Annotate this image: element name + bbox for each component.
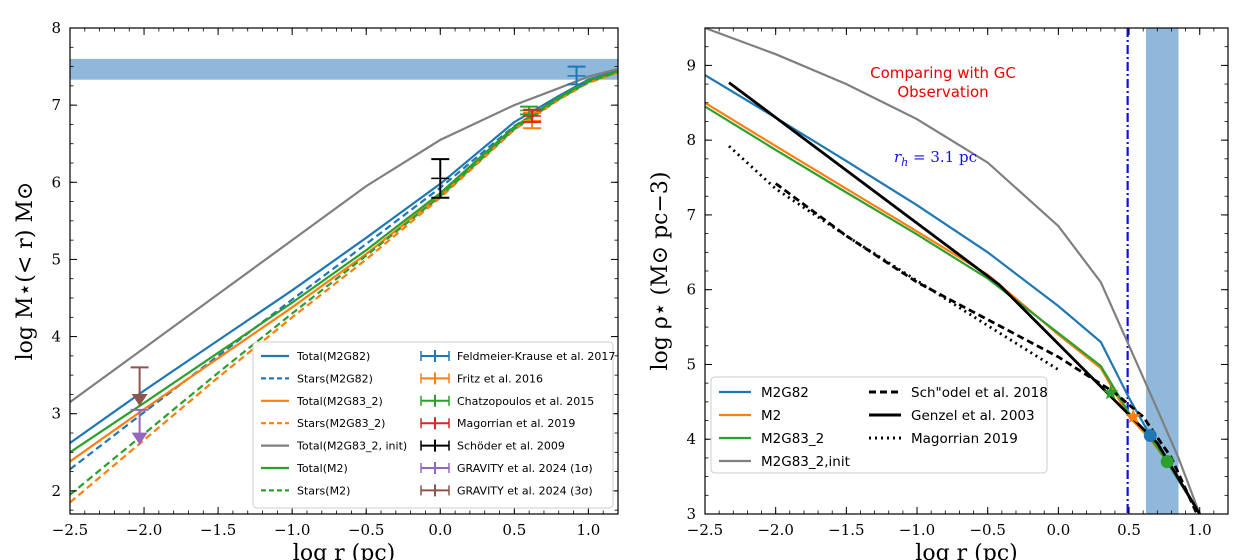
x-tick-label: 0.5 bbox=[1117, 521, 1141, 539]
series-line-5 bbox=[70, 67, 618, 403]
x-tick-label: −2.5 bbox=[687, 521, 723, 539]
legend-entry: Magorrian 2019 bbox=[911, 431, 1018, 447]
legend-entry: Sch"odel et al. 2018 bbox=[911, 385, 1048, 401]
rh-value: = 3.1 pc bbox=[908, 148, 977, 166]
y-tick-label: 7 bbox=[686, 206, 696, 224]
y-tick-label: 4 bbox=[686, 430, 696, 448]
legend-entry: Genzel et al. 2003 bbox=[911, 408, 1035, 424]
series-line-6 bbox=[70, 70, 618, 454]
panel-1: −2.5 −2.0 −1.5 −1.0 −0.5 0.0 0.5 1.0 2 3 4 5 6 7 8 log … bbox=[13, 19, 619, 560]
legend-entry: Total(M2G83_2, init) bbox=[296, 440, 407, 453]
y-tick-label: 8 bbox=[686, 131, 696, 149]
legend-entry: Total(M2) bbox=[296, 462, 348, 475]
x-tick-label: 1.0 bbox=[1188, 521, 1212, 539]
y-tick-label: 3 bbox=[686, 505, 696, 523]
y-tick-label: 4 bbox=[51, 328, 61, 346]
panel-2: −2.5 −2.0 −1.5 −1.0 −0.5 0.0 0.5 1.0 3 4 5 6 7 8 9 log … bbox=[648, 27, 1229, 560]
x-tick-label: −1.0 bbox=[899, 521, 935, 539]
x-tick-label: −1.5 bbox=[828, 521, 864, 539]
legend-entry: Stars(M2) bbox=[297, 484, 350, 497]
legend-entry: GRAVITY et al. 2024 (1σ) bbox=[457, 462, 593, 475]
rh-subscript: h bbox=[901, 156, 908, 169]
plot-area bbox=[705, 28, 1201, 514]
y-tick-label: 2 bbox=[51, 482, 61, 500]
x-tick-label: −1.0 bbox=[274, 521, 310, 539]
marker-1 bbox=[1143, 428, 1157, 442]
legend-entry: Magorrian et al. 2019 bbox=[457, 417, 575, 430]
y-tick-label: 6 bbox=[51, 173, 61, 191]
legend-entry: Chatzopoulos et al. 2015 bbox=[457, 395, 594, 408]
x-tick-label: −2.0 bbox=[126, 521, 162, 539]
y-tick-label: 9 bbox=[686, 56, 696, 74]
y-tick-label: 3 bbox=[51, 405, 61, 423]
legend-entry: M2G83_2 bbox=[761, 431, 824, 447]
series-line-4 bbox=[70, 71, 618, 504]
legend-entry: M2G83_2,init bbox=[761, 454, 850, 470]
x-tick-label: −0.5 bbox=[969, 521, 1005, 539]
upper-limit-arrowhead bbox=[131, 394, 148, 406]
x-tick-label: 1.0 bbox=[576, 521, 600, 539]
x-tick-label: 0.5 bbox=[502, 521, 526, 539]
series-line-3 bbox=[705, 105, 1201, 514]
horizontal-band bbox=[70, 58, 618, 80]
y-tick-label: 6 bbox=[686, 281, 696, 299]
marker-4 bbox=[1103, 384, 1119, 400]
y-axis-label: log ρ⋆ (M⊙ pc−3) bbox=[648, 171, 673, 370]
x-tick-label: 0.0 bbox=[1046, 521, 1070, 539]
annotation-title-line2: Observation bbox=[897, 83, 988, 101]
x-axis-label: log r (pc) bbox=[293, 541, 395, 560]
marker-3 bbox=[1125, 408, 1141, 424]
y-tick-label: 7 bbox=[51, 96, 61, 114]
x-tick-label: −2.5 bbox=[52, 521, 88, 539]
y-tick-label: 5 bbox=[686, 355, 696, 373]
annotation-rh: rh = 3.1 pc bbox=[894, 148, 977, 169]
legend-entry: Fritz et al. 2016 bbox=[457, 372, 543, 385]
x-tick-label: −0.5 bbox=[348, 521, 384, 539]
y-tick-label: 8 bbox=[51, 19, 61, 37]
legend-entry: Total(M2G82) bbox=[296, 350, 370, 363]
x-tick-label: 0.0 bbox=[428, 521, 452, 539]
series-line-5 bbox=[774, 182, 1199, 514]
marker-2 bbox=[1160, 455, 1174, 469]
plot-area bbox=[70, 58, 618, 504]
legend-entry: Stars(M2G83_2) bbox=[297, 417, 385, 430]
legend-entry: GRAVITY et al. 2024 (3σ) bbox=[457, 484, 593, 497]
y-axis-label: log M⋆(< r) M⊙ bbox=[13, 182, 38, 361]
x-axis-label: log r (pc) bbox=[915, 541, 1017, 560]
series-line-7 bbox=[728, 145, 1060, 371]
upper-limit-arrowhead bbox=[131, 432, 148, 445]
series-line-4 bbox=[705, 28, 1201, 514]
legend-entry: Total(M2G83_2) bbox=[296, 395, 383, 408]
legend-entry: Feldmeier-Krause et al. 2017 bbox=[457, 350, 615, 363]
legend-entry: M2G82 bbox=[761, 385, 809, 401]
x-tick-label: −1.5 bbox=[200, 521, 236, 539]
y-tick-label: 5 bbox=[51, 250, 61, 268]
rh-symbol: r bbox=[894, 148, 902, 166]
legend-box bbox=[710, 376, 1048, 474]
x-tick-label: −2.0 bbox=[757, 521, 793, 539]
series-line-7 bbox=[70, 70, 618, 496]
series-line-6 bbox=[728, 81, 1201, 514]
legend-entry: Schöder et al. 2009 bbox=[457, 440, 565, 453]
legend-box bbox=[252, 341, 614, 509]
annotation-title: Comparing with GC bbox=[870, 64, 1016, 82]
legend-entry: Stars(M2G82) bbox=[297, 372, 373, 385]
legend-entry: M2 bbox=[761, 408, 781, 424]
axes-frame bbox=[69, 27, 619, 515]
